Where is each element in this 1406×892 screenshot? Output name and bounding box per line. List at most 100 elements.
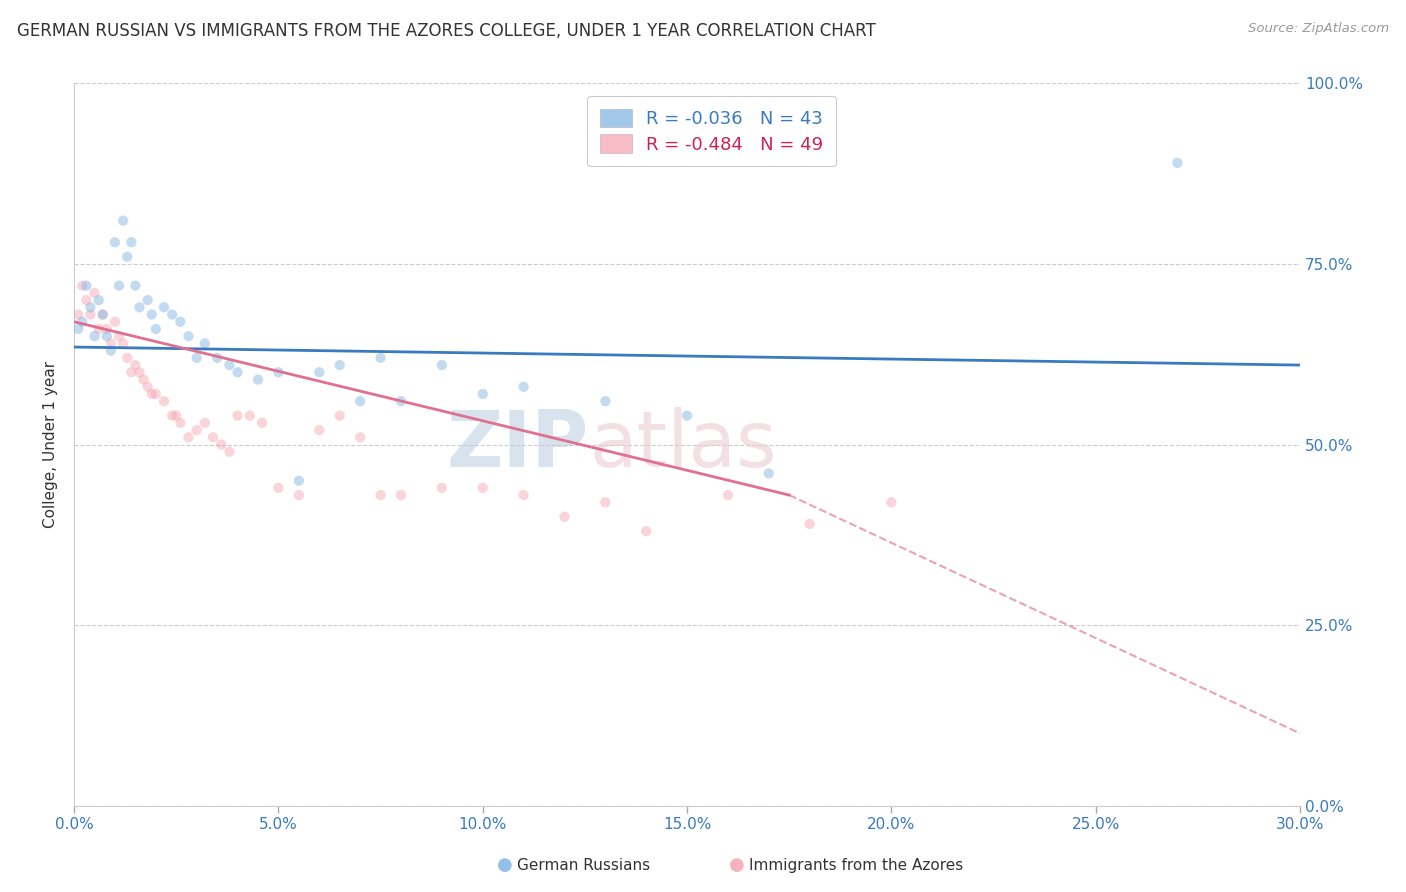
Text: ●: ●: [498, 856, 513, 874]
Point: [67, 308, 90, 322]
Point: [799, 516, 821, 531]
Point: [145, 322, 167, 336]
Point: [169, 315, 191, 329]
Point: [676, 409, 699, 423]
Point: [349, 394, 371, 409]
Point: [83, 285, 105, 300]
Point: [471, 481, 494, 495]
Point: [72, 278, 94, 293]
Point: [430, 481, 453, 495]
Point: [246, 372, 269, 386]
Point: [329, 358, 352, 372]
Point: [120, 235, 142, 250]
Point: [72, 315, 94, 329]
Point: [226, 365, 249, 379]
Point: [75, 278, 97, 293]
Point: [104, 235, 127, 250]
Text: ZIP: ZIP: [447, 407, 589, 483]
Point: [96, 329, 118, 343]
Point: [226, 409, 249, 423]
Point: [308, 365, 330, 379]
Point: [165, 409, 187, 423]
Point: [595, 495, 617, 509]
Point: [124, 278, 146, 293]
Point: [91, 308, 114, 322]
Point: [186, 423, 208, 437]
Text: ●: ●: [730, 856, 745, 874]
Point: [115, 351, 138, 365]
Point: [169, 416, 191, 430]
Point: [141, 308, 163, 322]
Point: [239, 409, 262, 423]
Point: [128, 301, 150, 315]
Point: [636, 524, 658, 538]
Point: [202, 430, 225, 444]
Point: [370, 351, 392, 365]
Text: Immigrants from the Azores: Immigrants from the Azores: [749, 858, 963, 872]
Point: [108, 278, 131, 293]
Point: [553, 509, 575, 524]
Point: [430, 358, 453, 372]
Point: [79, 308, 101, 322]
Point: [389, 394, 412, 409]
Point: [471, 387, 494, 401]
Point: [1166, 156, 1188, 170]
Point: [250, 416, 273, 430]
Point: [67, 322, 90, 336]
Point: [100, 343, 122, 358]
Point: [186, 351, 208, 365]
Point: [370, 488, 392, 502]
Point: [153, 394, 176, 409]
Text: German Russians: German Russians: [517, 858, 651, 872]
Point: [124, 358, 146, 372]
Point: [267, 481, 290, 495]
Point: [267, 365, 290, 379]
Point: [145, 387, 167, 401]
Point: [87, 322, 110, 336]
Point: [177, 329, 200, 343]
Point: [205, 351, 228, 365]
Point: [96, 322, 118, 336]
Point: [100, 336, 122, 351]
Point: [141, 387, 163, 401]
Legend: R = -0.036   N = 43, R = -0.484   N = 49: R = -0.036 N = 43, R = -0.484 N = 49: [586, 96, 837, 167]
Point: [108, 329, 131, 343]
Y-axis label: College, Under 1 year: College, Under 1 year: [44, 361, 58, 528]
Point: [758, 467, 780, 481]
Text: Source: ZipAtlas.com: Source: ZipAtlas.com: [1249, 22, 1389, 36]
Point: [132, 372, 155, 386]
Point: [79, 301, 101, 315]
Point: [717, 488, 740, 502]
Point: [288, 474, 311, 488]
Point: [512, 380, 534, 394]
Point: [218, 444, 240, 458]
Point: [112, 336, 135, 351]
Point: [329, 409, 352, 423]
Point: [308, 423, 330, 437]
Point: [112, 213, 135, 227]
Point: [194, 416, 217, 430]
Point: [128, 365, 150, 379]
Point: [349, 430, 371, 444]
Point: [75, 293, 97, 307]
Point: [120, 365, 142, 379]
Point: [83, 329, 105, 343]
Point: [209, 437, 232, 451]
Point: [160, 308, 183, 322]
Point: [177, 430, 200, 444]
Point: [218, 358, 240, 372]
Point: [288, 488, 311, 502]
Point: [136, 293, 159, 307]
Point: [512, 488, 534, 502]
Point: [136, 380, 159, 394]
Text: GERMAN RUSSIAN VS IMMIGRANTS FROM THE AZORES COLLEGE, UNDER 1 YEAR CORRELATION C: GERMAN RUSSIAN VS IMMIGRANTS FROM THE AZ…: [17, 22, 876, 40]
Point: [194, 336, 217, 351]
Point: [91, 308, 114, 322]
Point: [104, 315, 127, 329]
Point: [160, 409, 183, 423]
Point: [595, 394, 617, 409]
Point: [389, 488, 412, 502]
Point: [153, 301, 176, 315]
Point: [115, 250, 138, 264]
Point: [87, 293, 110, 307]
